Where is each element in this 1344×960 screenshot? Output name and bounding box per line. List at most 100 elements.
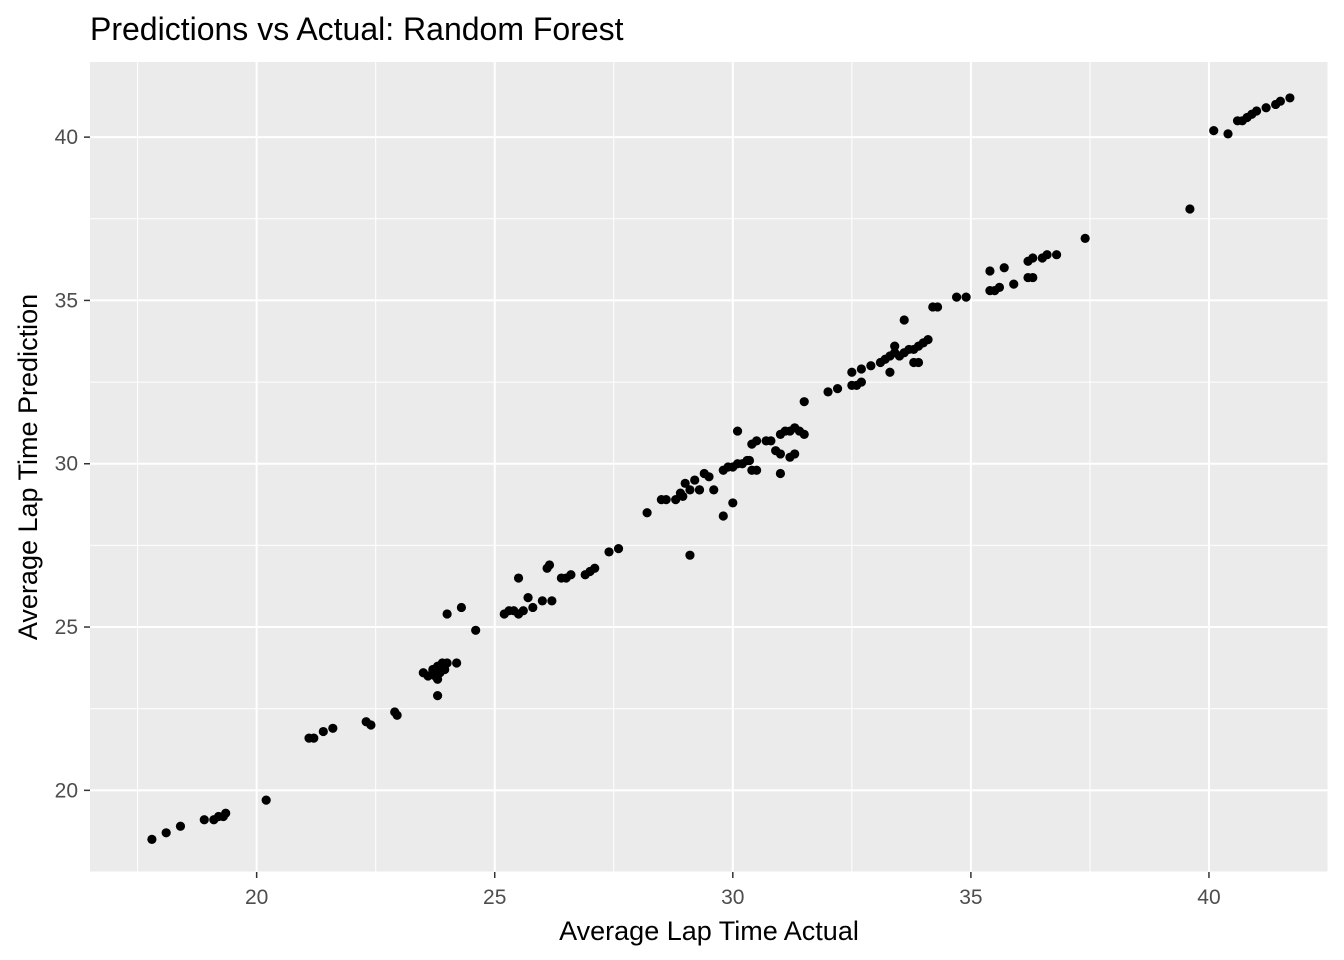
y-tick-label: 20 xyxy=(55,779,78,802)
data-point xyxy=(866,361,876,371)
x-tick-label: 25 xyxy=(483,886,506,909)
data-point xyxy=(994,282,1005,292)
y-tick-label: 25 xyxy=(55,616,78,639)
data-point xyxy=(1028,272,1038,283)
data-point xyxy=(1185,204,1195,214)
data-point xyxy=(999,263,1009,273)
data-point xyxy=(952,292,962,302)
data-point xyxy=(790,449,800,459)
data-points xyxy=(147,93,1295,844)
data-point xyxy=(392,710,402,720)
data-point xyxy=(728,498,738,508)
data-point xyxy=(847,367,857,377)
data-point xyxy=(1042,250,1052,260)
data-point xyxy=(775,468,786,479)
data-point xyxy=(752,436,762,446)
data-point xyxy=(318,726,328,737)
x-tick-label: 40 xyxy=(1197,886,1220,909)
data-point xyxy=(890,341,900,351)
data-point xyxy=(528,602,538,613)
data-point xyxy=(766,436,776,446)
data-point xyxy=(366,720,376,730)
data-point xyxy=(961,292,971,302)
chart-title: Predictions vs Actual: Random Forest xyxy=(90,11,624,47)
data-point xyxy=(799,397,809,407)
data-point xyxy=(452,658,462,668)
data-point xyxy=(661,495,671,505)
data-point xyxy=(671,495,681,505)
x-axis-ticks: 20 25 30 35 40 xyxy=(245,872,1221,909)
data-point xyxy=(432,691,443,701)
data-point xyxy=(523,593,533,603)
data-point xyxy=(1285,93,1295,103)
data-point xyxy=(175,821,186,831)
data-point xyxy=(1223,129,1233,139)
data-point xyxy=(709,485,719,495)
data-point xyxy=(147,834,157,844)
y-tick-label: 35 xyxy=(55,289,78,312)
data-point xyxy=(832,384,843,394)
data-point xyxy=(856,377,866,387)
data-point xyxy=(1275,96,1285,106)
data-point xyxy=(1261,103,1271,113)
data-point xyxy=(590,563,600,573)
data-point xyxy=(856,364,866,374)
data-point xyxy=(823,387,833,397)
y-tick-label: 30 xyxy=(55,453,78,476)
data-point xyxy=(932,302,943,312)
data-point xyxy=(1251,106,1262,116)
x-tick-label: 20 xyxy=(245,886,268,909)
data-point xyxy=(799,429,809,439)
data-point xyxy=(732,426,743,436)
data-point xyxy=(752,465,762,475)
data-point xyxy=(544,560,555,570)
data-point xyxy=(471,625,481,635)
data-point xyxy=(1209,125,1219,136)
data-point xyxy=(442,609,452,619)
data-point xyxy=(913,357,924,368)
data-point xyxy=(678,491,688,501)
data-point xyxy=(537,596,547,606)
data-point xyxy=(718,511,728,521)
data-point xyxy=(885,367,895,377)
data-point xyxy=(613,544,624,554)
data-point xyxy=(309,733,319,743)
data-point xyxy=(704,472,714,482)
data-point xyxy=(685,485,695,495)
data-point xyxy=(161,828,171,838)
data-point xyxy=(604,547,614,557)
data-point xyxy=(690,475,700,485)
data-point xyxy=(518,606,528,616)
data-point xyxy=(423,671,433,681)
data-point xyxy=(442,658,452,668)
y-tick-label: 40 xyxy=(55,126,78,149)
data-point xyxy=(985,266,995,276)
x-tick-label: 30 xyxy=(721,886,744,909)
data-point xyxy=(775,449,786,459)
data-point xyxy=(1028,253,1038,263)
data-point xyxy=(456,602,466,613)
data-point xyxy=(561,573,571,583)
data-point xyxy=(513,573,524,583)
plot-panel xyxy=(90,62,1328,872)
y-axis-title: Average Lap Time Prediction xyxy=(13,294,43,640)
y-axis-ticks: 20 25 30 35 40 xyxy=(55,126,90,802)
data-point xyxy=(328,723,338,733)
data-point xyxy=(199,815,209,825)
x-axis-title: Average Lap Time Actual xyxy=(559,916,859,946)
data-point xyxy=(694,485,705,495)
data-point xyxy=(685,550,695,560)
data-point xyxy=(642,508,652,518)
data-point xyxy=(1051,250,1062,260)
data-point xyxy=(221,808,231,818)
minor-gridlines xyxy=(90,62,1329,873)
x-tick-label: 35 xyxy=(959,886,982,909)
data-point xyxy=(1009,279,1019,289)
data-point xyxy=(1080,233,1090,243)
data-point xyxy=(899,315,909,325)
data-point xyxy=(547,596,557,606)
data-point xyxy=(744,455,755,466)
data-point xyxy=(680,478,690,488)
data-point xyxy=(261,795,271,805)
